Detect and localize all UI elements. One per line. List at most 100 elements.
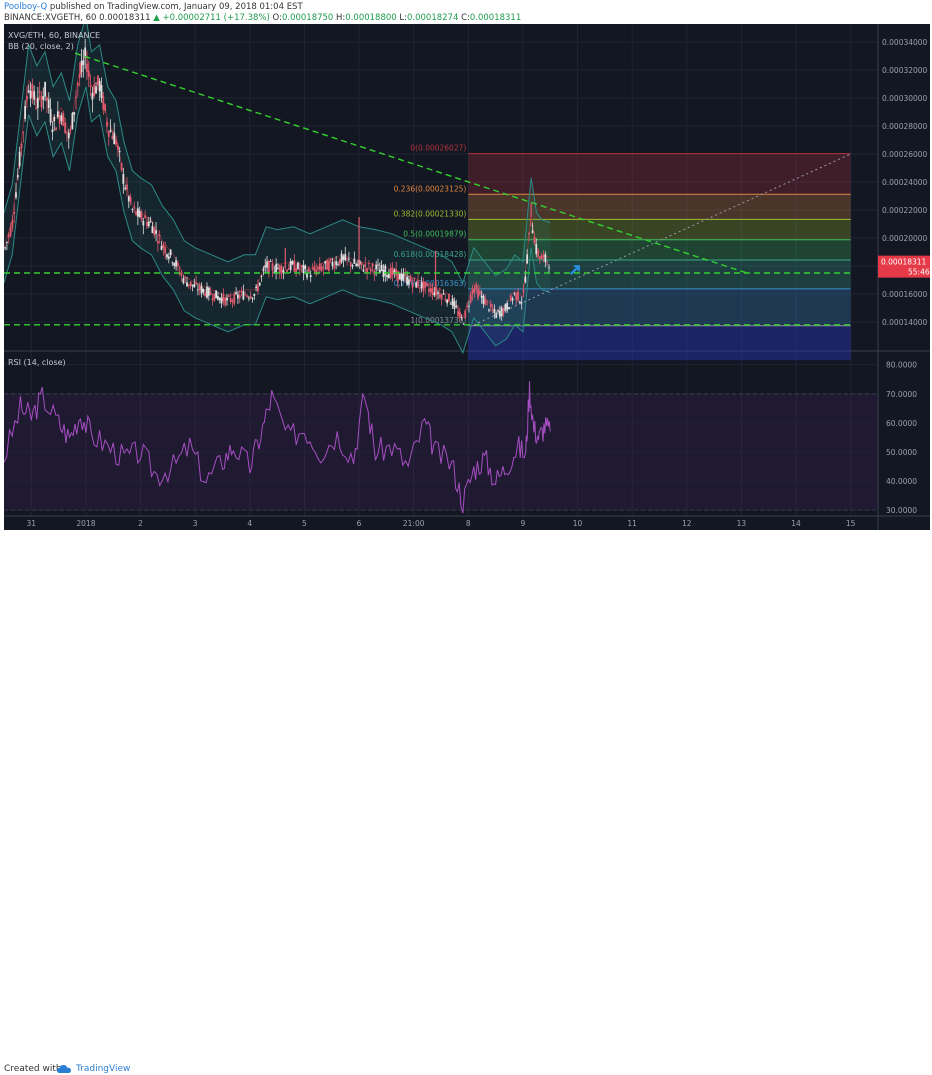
candle-body: [129, 196, 132, 203]
candle-body: [388, 274, 390, 279]
candle-body: [342, 256, 345, 260]
candle-body: [384, 265, 387, 276]
fib-level-label: 0.382(0.00021330): [394, 209, 467, 218]
candle-body: [197, 289, 199, 291]
candle-body: [509, 295, 512, 301]
last-price: 0.00018311: [99, 13, 151, 23]
candle-body: [346, 258, 348, 259]
time-axis-tick: 11: [627, 519, 637, 528]
candle-body: [327, 261, 330, 271]
candle-body: [215, 290, 217, 299]
candle-body: [522, 289, 525, 293]
fib-level-label: 0.236(0.00023125): [394, 184, 467, 193]
candle-body: [468, 305, 470, 307]
candle-body: [491, 309, 494, 311]
candle-body: [338, 258, 341, 265]
candle-body: [458, 311, 461, 318]
candle-body: [480, 295, 483, 298]
price-axis-tick: 0.00026000: [882, 150, 928, 159]
tradingview-brand[interactable]: TradingView: [76, 1064, 131, 1074]
candle-body: [29, 90, 32, 99]
candle-body: [257, 285, 259, 292]
change-up-icon: ▲: [153, 13, 160, 23]
candle-body: [451, 298, 454, 306]
candle-body: [96, 75, 99, 86]
candle-body: [529, 225, 532, 227]
time-axis-tick: 14: [791, 519, 801, 528]
candle-body: [64, 122, 67, 133]
candle-body: [151, 226, 154, 234]
candle-body: [420, 282, 423, 289]
candle-body: [156, 240, 159, 244]
last-price-value: 0.00018311: [881, 258, 927, 267]
bollinger-legend: BB (20, close, 2): [8, 42, 74, 51]
candle-body: [331, 261, 334, 267]
candle-body: [47, 99, 50, 109]
candle-body: [264, 265, 267, 268]
candle-body: [440, 294, 443, 300]
close-label: C:: [461, 13, 470, 23]
candle-body: [484, 299, 487, 306]
candle-body: [204, 292, 207, 296]
open-value: 0.00018750: [281, 13, 334, 23]
candle-body: [211, 298, 214, 300]
candle-body: [464, 310, 467, 318]
up-arrow-icon: [570, 265, 580, 275]
candle-body: [431, 287, 434, 295]
candle-body: [544, 254, 547, 262]
candle-body: [486, 300, 489, 302]
price-axis-tick: 0.00020000: [882, 234, 928, 243]
candle-body: [349, 262, 352, 266]
candle-body: [69, 128, 72, 131]
candle-body: [136, 208, 139, 217]
candle-body: [160, 245, 163, 250]
candle-body: [378, 269, 381, 274]
candle-body: [291, 261, 294, 265]
candle-body: [238, 295, 241, 299]
candle-body: [155, 230, 157, 234]
fib-zone: [468, 153, 851, 195]
candle-body: [357, 263, 359, 266]
bar-countdown: 55:46: [908, 268, 930, 277]
high-value: 0.00018800: [345, 13, 397, 23]
candle-body: [36, 97, 39, 108]
candle-body: [53, 116, 56, 122]
candle-body: [404, 275, 407, 276]
candle-body: [391, 267, 394, 275]
candle-body: [220, 297, 223, 304]
candle-body: [260, 275, 263, 277]
candle-body: [11, 219, 14, 228]
candle-body: [518, 301, 521, 304]
candle-body: [513, 292, 516, 294]
ohlc-line: BINANCE:XVGETH, 60 0.00018311 ▲ +0.00002…: [4, 13, 521, 23]
candle-body: [166, 254, 168, 258]
candle-body: [408, 279, 410, 285]
candle-body: [20, 143, 23, 148]
candle-body: [44, 81, 47, 97]
candle-body: [300, 265, 303, 268]
candle-body: [537, 250, 539, 257]
candle-body: [31, 84, 34, 98]
candle-body: [35, 107, 37, 109]
price-axis-tick: 0.00014000: [882, 318, 928, 327]
candle-body: [224, 297, 227, 306]
chart-canvas[interactable]: 0(0.00026027) 0.236(0.00023125) 0.382(0.00…: [3, 16, 930, 530]
candle-body: [535, 243, 538, 254]
chart-container[interactable]: 0(0.00026027) 0.236(0.00023125) 0.382(0.00…: [3, 16, 930, 530]
candle-body: [38, 91, 41, 93]
candle-body: [497, 310, 499, 312]
bollinger-band-fill: [4, 16, 551, 353]
candle-body: [318, 263, 321, 270]
candle-body: [307, 268, 310, 272]
candle-body: [6, 241, 8, 243]
candle-body: [262, 268, 265, 271]
candle-body: [435, 287, 438, 296]
change-value: +0.00002711 (+17.38%): [162, 13, 270, 23]
author-link[interactable]: Poolboy-Q: [4, 2, 48, 12]
candle-body: [242, 291, 245, 300]
candle-body: [324, 261, 327, 264]
candle-body: [187, 284, 190, 286]
candle-body: [449, 303, 452, 305]
candle-body: [306, 273, 308, 278]
candle-body: [538, 256, 541, 259]
